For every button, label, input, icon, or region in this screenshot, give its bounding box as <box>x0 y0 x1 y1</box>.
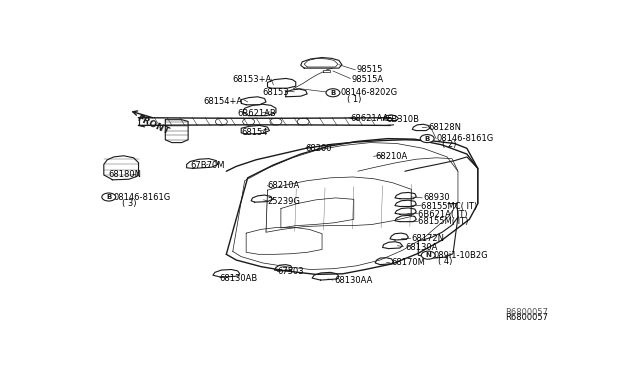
Text: ( 4): ( 4) <box>438 257 452 266</box>
Text: B: B <box>424 135 430 142</box>
Text: 68130AA: 68130AA <box>334 276 372 285</box>
Text: 089i1-10B2G: 089i1-10B2G <box>433 251 488 260</box>
Text: 6B621AB: 6B621AB <box>237 109 276 118</box>
Text: 68130A: 68130A <box>405 243 437 252</box>
Text: 68180N: 68180N <box>109 170 142 179</box>
Text: 6B310B: 6B310B <box>387 115 420 124</box>
Text: 98515: 98515 <box>356 65 383 74</box>
Circle shape <box>102 193 116 201</box>
Text: 67503: 67503 <box>277 267 304 276</box>
Circle shape <box>421 251 435 259</box>
Text: 98515A: 98515A <box>352 74 384 83</box>
Text: 08146-8161G: 08146-8161G <box>114 193 171 202</box>
Text: N: N <box>425 252 431 258</box>
Text: R6800057: R6800057 <box>506 308 548 317</box>
Text: 08146-8161G: 08146-8161G <box>436 134 493 143</box>
Text: ( 2): ( 2) <box>442 140 456 150</box>
Text: 68930: 68930 <box>423 193 450 202</box>
Text: 25239G: 25239G <box>268 197 300 206</box>
Text: 68153: 68153 <box>262 88 289 97</box>
Text: 68154: 68154 <box>241 128 268 137</box>
Text: 68170M: 68170M <box>392 259 426 267</box>
Circle shape <box>420 135 434 142</box>
Text: B: B <box>106 194 111 200</box>
Text: 68154+A: 68154+A <box>203 97 242 106</box>
Text: R6800057: R6800057 <box>506 313 548 322</box>
Text: 08146-8202G: 08146-8202G <box>340 88 397 97</box>
Text: 68210A: 68210A <box>375 153 408 161</box>
Text: 68155MC( IT): 68155MC( IT) <box>421 202 477 211</box>
Text: 68155M( IT): 68155M( IT) <box>419 217 468 226</box>
Text: ( 3): ( 3) <box>122 199 137 208</box>
Text: 68621AA: 68621AA <box>350 114 388 123</box>
Text: 68200: 68200 <box>306 144 332 153</box>
Text: ( 1): ( 1) <box>347 95 361 104</box>
Text: 6B621A( IT): 6B621A( IT) <box>419 210 468 219</box>
Text: 68153+A: 68153+A <box>233 75 272 84</box>
Text: FRONT: FRONT <box>136 113 171 136</box>
Text: B: B <box>330 90 335 96</box>
Text: 68128N: 68128N <box>428 123 461 132</box>
Text: 68172N: 68172N <box>412 234 444 243</box>
Circle shape <box>326 89 340 97</box>
Text: 68130AB: 68130AB <box>220 273 258 283</box>
Text: 68210A: 68210A <box>268 181 300 190</box>
Text: 67B70M: 67B70M <box>190 161 225 170</box>
